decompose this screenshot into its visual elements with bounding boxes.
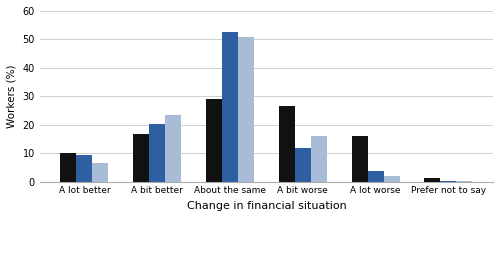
Bar: [279, 106, 295, 182]
Bar: [311, 136, 327, 182]
X-axis label: Change in financial situation: Change in financial situation: [186, 201, 346, 211]
Bar: [92, 164, 108, 182]
Bar: [424, 178, 440, 182]
Y-axis label: Workers (%): Workers (%): [7, 65, 17, 128]
Bar: [440, 181, 456, 182]
Bar: [222, 32, 238, 182]
Bar: [206, 99, 222, 182]
Bar: [165, 115, 181, 182]
Bar: [295, 148, 311, 182]
Bar: [133, 134, 149, 182]
Bar: [352, 136, 368, 182]
Bar: [238, 37, 254, 182]
Bar: [368, 171, 384, 182]
Bar: [76, 155, 92, 182]
Bar: [60, 153, 76, 182]
Bar: [384, 176, 400, 182]
Bar: [456, 181, 472, 182]
Bar: [149, 124, 165, 182]
